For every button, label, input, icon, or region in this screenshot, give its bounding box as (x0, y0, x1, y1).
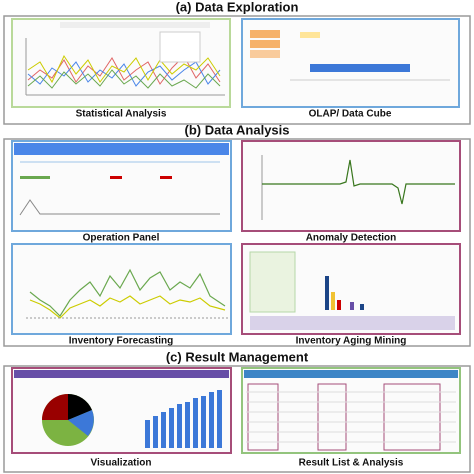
screenshot (11, 140, 232, 232)
section-title: (a) Data Exploration (176, 0, 299, 14)
section-title: (b) Data Analysis (185, 122, 290, 137)
section-title: (c) Result Management (166, 349, 309, 364)
screenshot (241, 18, 460, 108)
screenshot (11, 18, 231, 108)
panel-caption: Inventory Forecasting (69, 336, 173, 347)
screenshot (241, 243, 461, 335)
panel-caption: Inventory Aging Mining (296, 336, 407, 347)
screenshot (241, 367, 461, 454)
section-box (3, 138, 471, 347)
screenshot (11, 243, 232, 335)
panel-caption: OLAP/ Data Cube (309, 109, 392, 120)
screenshot (241, 140, 461, 232)
panel-caption: Result List & Analysis (299, 458, 404, 469)
section-box (3, 365, 471, 473)
panel-caption: Visualization (91, 458, 152, 469)
panel-caption: Operation Panel (83, 233, 160, 244)
screenshot (11, 367, 232, 454)
panel-caption: Statistical Analysis (76, 109, 167, 120)
section-box (3, 15, 471, 125)
panel-caption: Anomaly Detection (306, 233, 397, 244)
